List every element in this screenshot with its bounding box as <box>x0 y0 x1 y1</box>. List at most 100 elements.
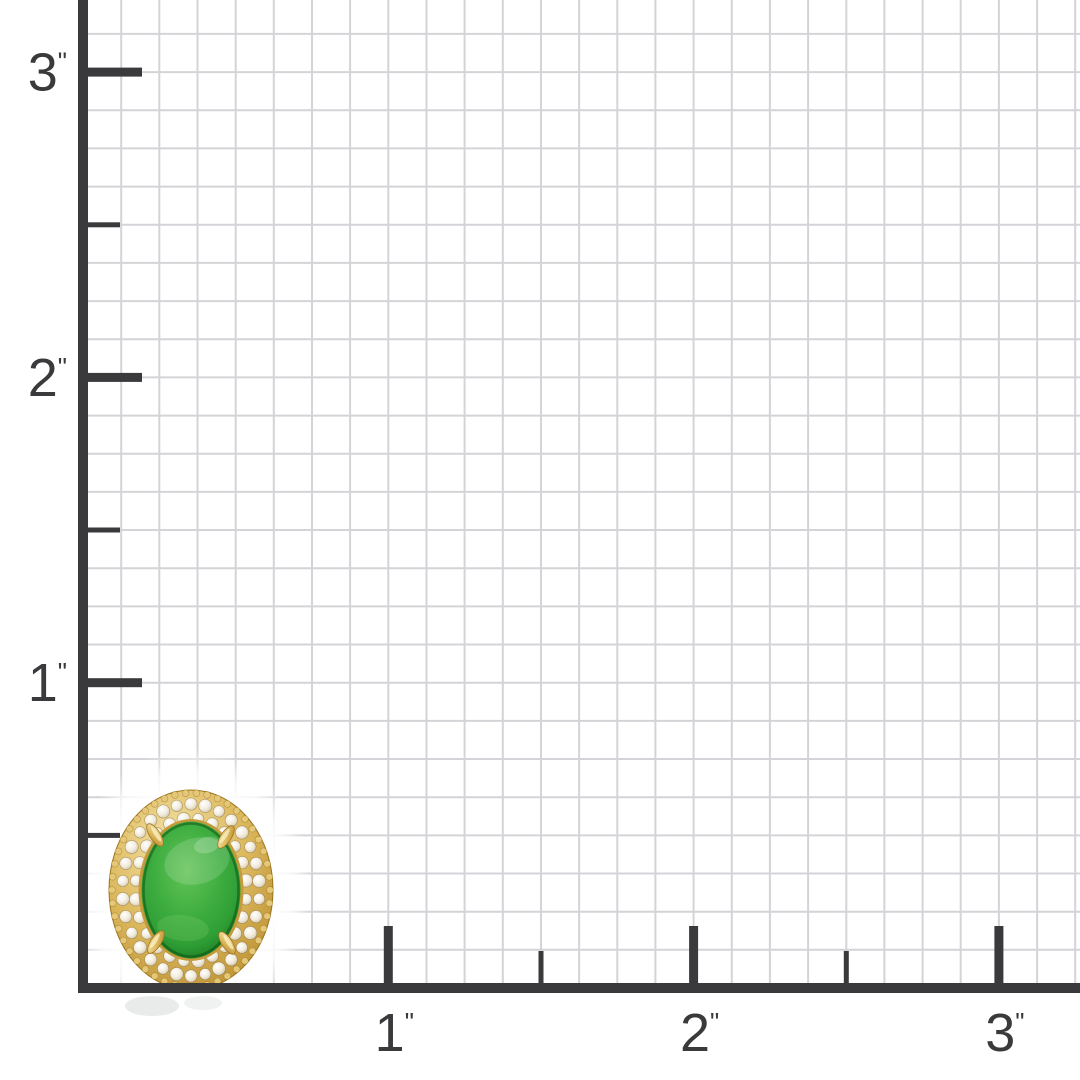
gold-prong <box>146 823 164 847</box>
diamond <box>116 874 129 888</box>
gold-bead <box>263 860 271 868</box>
gold-bead <box>108 886 116 894</box>
x-minor-tick <box>538 951 544 993</box>
gold-bead <box>254 936 263 945</box>
diamond <box>199 968 212 981</box>
gold-bead <box>114 847 123 856</box>
y-major-tick <box>83 678 142 688</box>
jade-highlight <box>164 837 230 885</box>
gold-bead <box>265 873 273 881</box>
diamond <box>170 799 183 812</box>
gold-bead <box>114 924 123 933</box>
gold-bead <box>265 899 273 907</box>
gold-bead <box>254 835 263 844</box>
diamond <box>234 825 249 840</box>
gold-bead <box>108 899 117 907</box>
gold-bead <box>141 807 150 815</box>
x-major-tick <box>689 926 699 993</box>
diamond <box>119 910 133 924</box>
jade-rim-shadow <box>142 822 240 958</box>
diamond <box>224 953 238 967</box>
y-major-tick <box>83 372 142 382</box>
y-axis-label: 3" <box>28 43 67 103</box>
gold-bead <box>141 965 150 973</box>
y-axis-label: 1" <box>28 653 67 713</box>
y-minor-tick <box>83 832 120 838</box>
diamond <box>244 840 257 854</box>
x-axis-label: 1" <box>375 1003 414 1063</box>
diamond <box>134 826 147 839</box>
diamond <box>235 941 248 954</box>
diamond <box>224 813 238 827</box>
diamond <box>157 962 170 975</box>
diamond <box>125 926 138 940</box>
jewel-reflection <box>184 996 222 1010</box>
diamond <box>119 856 133 870</box>
gold-prong <box>147 930 165 954</box>
x-major-tick <box>383 926 393 993</box>
gold-bead <box>151 972 159 980</box>
diamond <box>252 874 267 888</box>
gold-bead <box>223 972 232 980</box>
diamond <box>184 969 198 983</box>
x-major-tick <box>994 926 1004 993</box>
gold-bead <box>125 825 134 833</box>
diamond <box>198 798 213 813</box>
y-axis-line <box>78 0 88 993</box>
gold-bead <box>248 947 257 955</box>
gold-prong <box>218 931 236 955</box>
gold-bead <box>119 936 128 945</box>
jewelry-item <box>108 789 274 991</box>
diamond <box>253 892 266 906</box>
gold-bead <box>133 957 141 965</box>
diamond <box>243 926 258 940</box>
diamond <box>212 805 225 818</box>
diamond <box>249 856 263 870</box>
x-axis-label: 2" <box>680 1003 719 1063</box>
gold-bead <box>263 912 271 920</box>
grid-lines <box>88 0 1080 983</box>
y-major-tick <box>83 67 142 77</box>
gold-bead <box>203 791 211 799</box>
gold-bead <box>133 815 141 823</box>
gold-bead <box>232 965 241 973</box>
x-axis-line <box>78 983 1080 993</box>
gold-bead <box>192 789 201 797</box>
x-minor-tick <box>843 951 849 993</box>
diamond <box>133 940 148 955</box>
gold-bead <box>181 789 190 797</box>
gold-bead <box>241 815 249 823</box>
diamond <box>169 967 184 982</box>
gold-bead <box>108 873 117 881</box>
gold-bead <box>171 791 179 799</box>
gold-bead <box>259 847 268 856</box>
gold-bead <box>160 794 169 803</box>
gold-bead <box>111 860 119 868</box>
jade-cabochon <box>141 821 241 959</box>
jewel-reflection <box>125 996 179 1016</box>
diamond <box>115 892 130 906</box>
gold-bead <box>259 924 268 933</box>
gold-bead <box>125 947 134 955</box>
y-axis-label: 2" <box>28 348 67 408</box>
gold-bead <box>232 807 241 815</box>
gold-bead <box>111 912 119 920</box>
diamond <box>249 910 263 924</box>
x-axis-label: 3" <box>985 1003 1024 1063</box>
jade-highlight <box>194 836 220 854</box>
gold-bead <box>119 835 128 844</box>
gold-bead <box>151 800 159 808</box>
y-minor-tick <box>83 527 120 533</box>
diamond <box>156 804 171 819</box>
gold-prong <box>217 825 235 849</box>
y-minor-tick <box>83 222 120 228</box>
diamond <box>211 961 226 976</box>
diamond <box>144 953 158 967</box>
gold-bead <box>241 957 249 965</box>
gold-bead <box>213 794 222 803</box>
gold-bead <box>248 825 257 833</box>
diamond <box>124 840 139 854</box>
gold-bead <box>223 800 232 808</box>
